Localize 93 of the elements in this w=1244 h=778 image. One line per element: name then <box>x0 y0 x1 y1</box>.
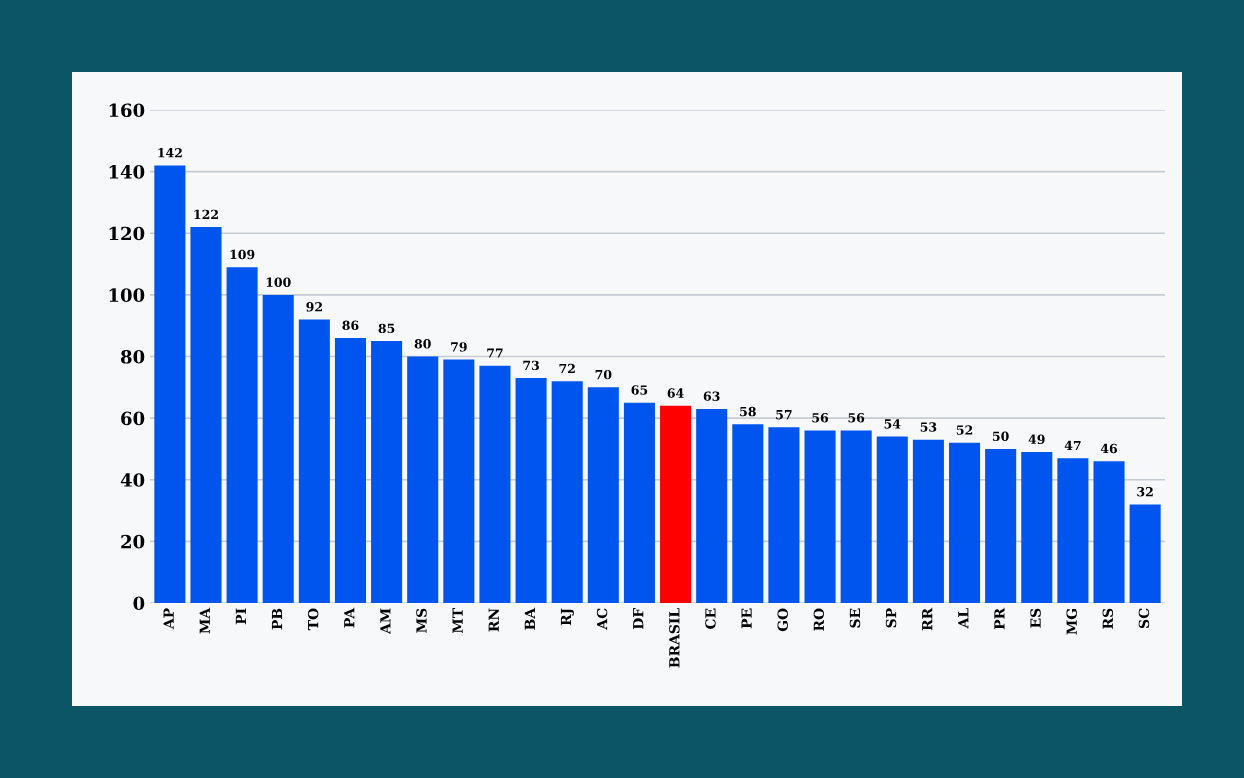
x-tick-label: SC <box>1138 608 1150 629</box>
bar <box>154 165 186 603</box>
data-label: 122 <box>194 209 218 219</box>
y-tick-label: 140 <box>109 165 145 179</box>
data-label: 46 <box>1100 443 1118 454</box>
bar <box>407 356 439 603</box>
x-tick-label: AC <box>596 608 608 630</box>
bar <box>1093 461 1125 603</box>
bar <box>587 387 619 603</box>
bar <box>912 439 944 603</box>
data-label: 77 <box>487 348 503 358</box>
x-tick-label: RS <box>1102 608 1114 629</box>
data-label: 80 <box>414 339 431 349</box>
x-tick-label: ES <box>1030 608 1041 628</box>
bar <box>443 359 475 603</box>
y-tick-label: 60 <box>121 411 145 426</box>
x-tick-label: PA <box>344 607 355 628</box>
data-label: 58 <box>740 406 756 417</box>
y-tick-label: 80 <box>120 349 145 364</box>
bar <box>298 319 330 603</box>
y-tick-label: 160 <box>109 103 145 118</box>
bar <box>334 338 366 603</box>
x-tick-label: MT <box>452 608 463 633</box>
data-label: 50 <box>992 431 1009 441</box>
y-tick-label: 120 <box>109 226 145 241</box>
x-tick-label: BA <box>524 607 535 630</box>
x-tick-label: AM <box>380 608 391 635</box>
data-label: 65 <box>631 385 648 395</box>
bar <box>876 436 908 603</box>
x-tick-label: RO <box>813 608 825 631</box>
data-label: 54 <box>884 419 901 429</box>
y-tick-label: 0 <box>133 596 145 611</box>
x-tick-label: TO <box>307 608 319 631</box>
x-tick-label: MA <box>199 607 210 634</box>
x-tick-label: DF <box>633 608 644 630</box>
data-label: 47 <box>1064 440 1081 451</box>
bar <box>1057 458 1089 603</box>
bar <box>696 408 728 603</box>
bar <box>732 424 764 603</box>
data-label: 32 <box>1137 486 1153 497</box>
bar <box>1021 452 1053 603</box>
x-tick-label: CE <box>705 608 716 629</box>
x-tick-label: GO <box>777 608 788 632</box>
bar <box>515 378 547 603</box>
data-label: 49 <box>1028 434 1045 445</box>
data-label: 63 <box>703 391 720 401</box>
x-tick-label: SP <box>885 608 897 628</box>
x-tick-label: MG <box>1066 608 1077 635</box>
bar <box>660 405 692 603</box>
data-label: 72 <box>559 363 575 373</box>
bar <box>479 365 511 603</box>
x-tick-label: PR <box>994 607 1005 630</box>
x-tick-label: PE <box>741 608 752 629</box>
x-tick-label: AP <box>163 608 174 630</box>
bar <box>840 430 872 603</box>
bar <box>623 402 655 603</box>
x-tick-label: SE <box>849 608 861 628</box>
data-label: 86 <box>342 320 359 331</box>
data-label: 52 <box>956 425 973 435</box>
data-label: 56 <box>812 413 829 423</box>
data-label: 64 <box>667 388 684 398</box>
x-tick-label: PB <box>271 608 283 630</box>
data-label: 109 <box>230 249 255 260</box>
data-label: 85 <box>378 323 395 334</box>
y-tick-label: 100 <box>109 288 145 302</box>
x-tick-label: MS <box>416 608 427 633</box>
x-tick-label: RJ <box>560 608 574 626</box>
data-label: 100 <box>266 277 291 287</box>
bar <box>190 227 222 603</box>
data-label: 53 <box>920 422 937 432</box>
data-label: 92 <box>306 302 322 312</box>
y-tick-label: 20 <box>121 534 145 549</box>
bar <box>768 427 800 603</box>
x-tick-label: RN <box>488 608 499 632</box>
data-label: 70 <box>595 369 612 380</box>
data-label: 79 <box>451 342 467 352</box>
x-tick-label: RR <box>922 607 933 631</box>
bar <box>551 381 583 603</box>
data-label: 56 <box>848 413 865 423</box>
data-label: 142 <box>158 148 182 158</box>
bar <box>262 294 294 603</box>
data-label: 57 <box>776 410 792 420</box>
x-tick-label: PI <box>235 608 246 625</box>
bar <box>1129 504 1161 603</box>
bar <box>985 448 1017 603</box>
bar <box>949 442 981 603</box>
bar <box>371 341 403 603</box>
bar <box>226 267 258 603</box>
y-tick-label: 40 <box>120 473 145 487</box>
x-tick-label: BRASIL <box>669 608 680 668</box>
data-label: 73 <box>523 360 539 371</box>
bar <box>804 430 836 603</box>
x-tick-label: AL <box>958 608 969 629</box>
